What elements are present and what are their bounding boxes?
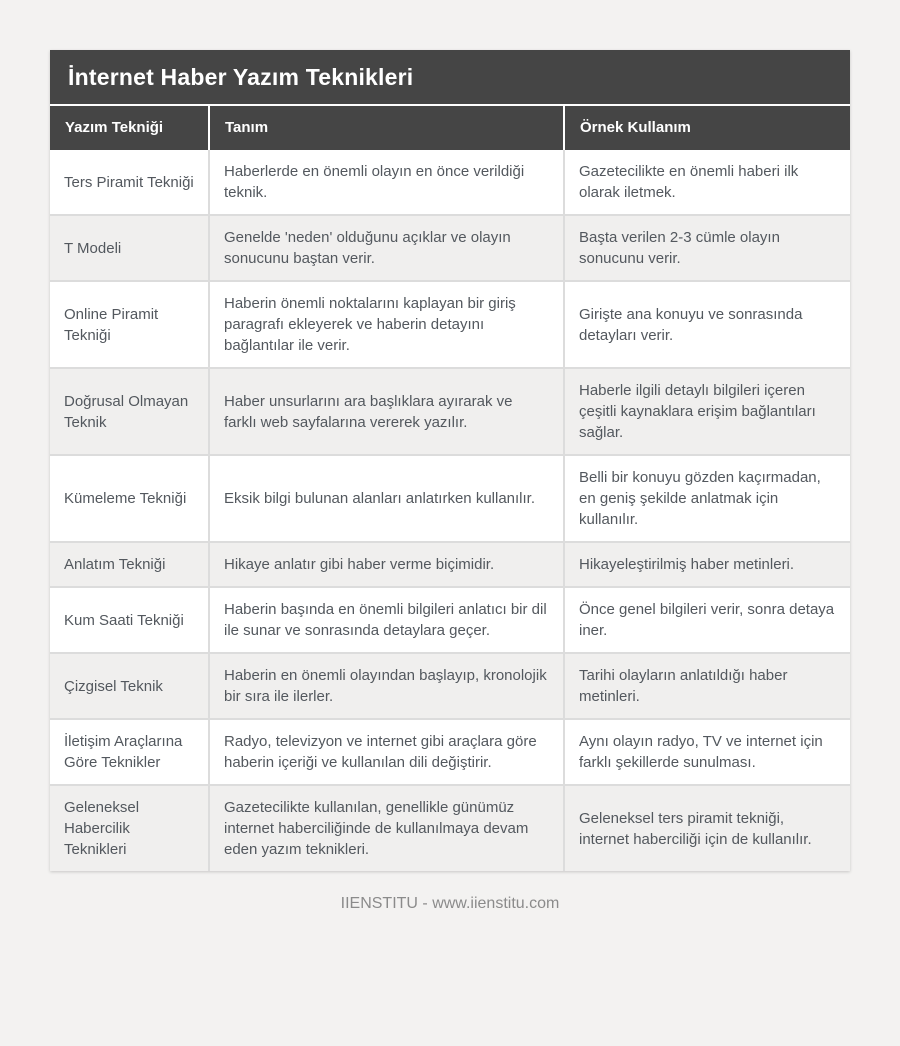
- definition-cell: Gazetecilikte kullanılan, genellikle gün…: [210, 784, 565, 871]
- definition-cell: Radyo, televizyon ve internet gibi araçl…: [210, 718, 565, 784]
- page-title: İnternet Haber Yazım Teknikleri: [50, 50, 850, 106]
- technique-cell: Çizgisel Teknik: [50, 652, 210, 718]
- table-row: Anlatım Tekniği Hikaye anlatır gibi habe…: [50, 541, 850, 586]
- technique-cell: Online Piramit Tekniği: [50, 280, 210, 367]
- table-row: Online Piramit Tekniği Haberin önemli no…: [50, 280, 850, 367]
- table-row: Kum Saati Tekniği Haberin başında en öne…: [50, 586, 850, 652]
- table-body: Ters Piramit Tekniği Haberlerde en öneml…: [50, 150, 850, 871]
- example-cell: Girişte ana konuyu ve sonrasında detayla…: [565, 280, 850, 367]
- column-header-example: Örnek Kullanım: [565, 106, 850, 150]
- example-cell: Tarihi olayların anlatıldığı haber metin…: [565, 652, 850, 718]
- example-cell: Belli bir konuyu gözden kaçırmadan, en g…: [565, 454, 850, 541]
- header-row: Yazım Tekniği Tanım Örnek Kullanım: [50, 106, 850, 150]
- example-cell: Aynı olayın radyo, TV ve internet için f…: [565, 718, 850, 784]
- example-cell: Haberle ilgili detaylı bilgileri içeren …: [565, 367, 850, 454]
- table-row: T Modeli Genelde 'neden' olduğunu açıkla…: [50, 214, 850, 280]
- definition-cell: Genelde 'neden' olduğunu açıklar ve olay…: [210, 214, 565, 280]
- table-header: Yazım Tekniği Tanım Örnek Kullanım: [50, 106, 850, 150]
- technique-cell: Doğrusal Olmayan Teknik: [50, 367, 210, 454]
- techniques-table: Yazım Tekniği Tanım Örnek Kullanım Ters …: [50, 106, 850, 871]
- column-header-definition: Tanım: [210, 106, 565, 150]
- example-cell: Hikayeleştirilmiş haber metinleri.: [565, 541, 850, 586]
- definition-cell: Haberin başında en önemli bilgileri anla…: [210, 586, 565, 652]
- definition-cell: Hikaye anlatır gibi haber verme biçimidi…: [210, 541, 565, 586]
- technique-cell: Ters Piramit Tekniği: [50, 150, 210, 214]
- technique-cell: Geleneksel Habercilik Teknikleri: [50, 784, 210, 871]
- definition-cell: Haberlerde en önemli olayın en önce veri…: [210, 150, 565, 214]
- footer-credit: IIENSTITU - www.iienstitu.com: [340, 895, 560, 912]
- technique-cell: Kümeleme Tekniği: [50, 454, 210, 541]
- table-row: İletişim Araçlarına Göre Teknikler Radyo…: [50, 718, 850, 784]
- definition-cell: Haberin önemli noktalarını kaplayan bir …: [210, 280, 565, 367]
- example-cell: Geleneksel ters piramit tekniği, interne…: [565, 784, 850, 871]
- column-header-technique: Yazım Tekniği: [50, 106, 210, 150]
- definition-cell: Eksik bilgi bulunan alanları anlatırken …: [210, 454, 565, 541]
- technique-cell: İletişim Araçlarına Göre Teknikler: [50, 718, 210, 784]
- table-row: Ters Piramit Tekniği Haberlerde en öneml…: [50, 150, 850, 214]
- table-card: İnternet Haber Yazım Teknikleri Yazım Te…: [50, 50, 850, 871]
- example-cell: Önce genel bilgileri verir, sonra detaya…: [565, 586, 850, 652]
- example-cell: Başta verilen 2-3 cümle olayın sonucunu …: [565, 214, 850, 280]
- technique-cell: T Modeli: [50, 214, 210, 280]
- table-row: Geleneksel Habercilik Teknikleri Gazetec…: [50, 784, 850, 871]
- table-row: Doğrusal Olmayan Teknik Haber unsurların…: [50, 367, 850, 454]
- example-cell: Gazetecilikte en önemli haberi ilk olara…: [565, 150, 850, 214]
- table-row: Kümeleme Tekniği Eksik bilgi bulunan ala…: [50, 454, 850, 541]
- definition-cell: Haber unsurlarını ara başlıklara ayırara…: [210, 367, 565, 454]
- definition-cell: Haberin en önemli olayından başlayıp, kr…: [210, 652, 565, 718]
- table-row: Çizgisel Teknik Haberin en önemli olayın…: [50, 652, 850, 718]
- technique-cell: Kum Saati Tekniği: [50, 586, 210, 652]
- technique-cell: Anlatım Tekniği: [50, 541, 210, 586]
